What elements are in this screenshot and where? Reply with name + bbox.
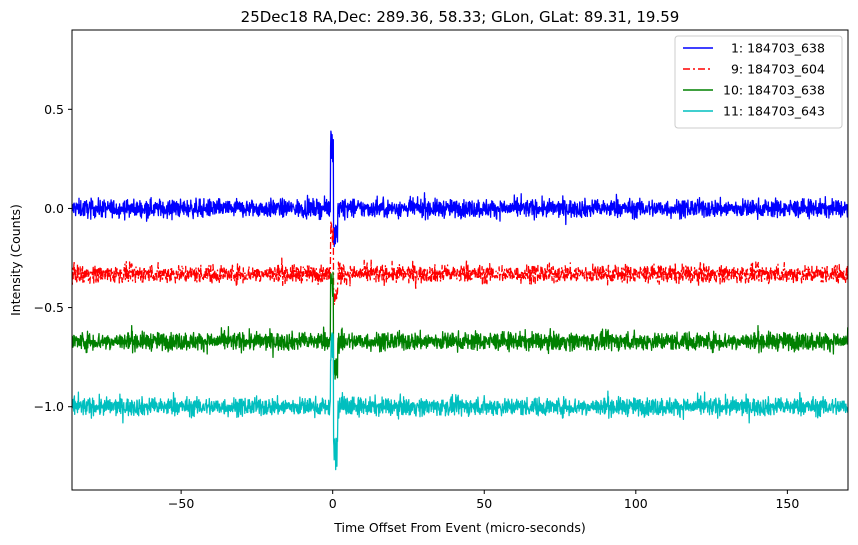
x-tick-label: 50 <box>476 496 492 511</box>
x-tick-label: −50 <box>168 496 194 511</box>
legend-label: 1: 184703_638 <box>723 41 825 56</box>
x-axis-label: Time Offset From Event (micro-seconds) <box>333 520 585 535</box>
series-line <box>72 271 848 380</box>
series-line <box>72 130 848 248</box>
x-tick-label: 100 <box>624 496 648 511</box>
y-axis-label: Intensity (Counts) <box>8 204 23 316</box>
y-tick-label: −0.5 <box>34 300 64 315</box>
x-tick-label: 0 <box>329 496 337 511</box>
y-tick-label: 0.0 <box>44 201 64 216</box>
legend: 1: 184703_638 9: 184703_604 10: 184703_63… <box>674 35 843 129</box>
x-axis: −50 0 50 100 150 <box>168 490 799 511</box>
legend-label: 10: 184703_638 <box>723 83 825 98</box>
series-line <box>72 332 848 471</box>
plot-frame <box>71 29 849 491</box>
chart-title: 25Dec18 RA,Dec: 289.36, 58.33; GLon, GLa… <box>241 8 680 26</box>
legend-label: 9: 184703_604 <box>723 62 825 77</box>
series-line <box>72 221 848 306</box>
y-axis: −1.0 −0.5 0.0 0.5 <box>34 102 72 414</box>
x-tick-label: 150 <box>775 496 799 511</box>
legend-label: 11: 184703_643 <box>723 104 825 119</box>
plot-area <box>72 130 848 471</box>
y-tick-label: 0.5 <box>44 102 64 117</box>
legend-box <box>674 35 843 129</box>
y-tick-label: −1.0 <box>34 399 64 414</box>
